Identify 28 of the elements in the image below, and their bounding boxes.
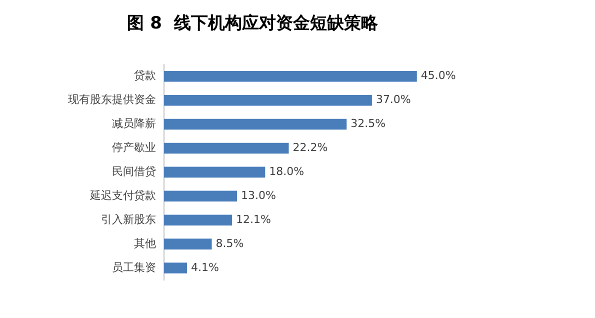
bar	[164, 166, 266, 178]
y-tick-label: 现有股东提供资金	[68, 93, 156, 106]
chart-title: 图 8 线下机构应对资金短缺策略	[127, 14, 379, 34]
data-label: 22.2%	[292, 141, 328, 154]
y-tick-label: 员工集资	[112, 260, 156, 274]
data-label: 45.0%	[420, 69, 456, 82]
y-tick-label: 停产歇业	[112, 141, 156, 154]
bar	[164, 262, 188, 274]
bar	[164, 142, 289, 154]
y-tick-label: 减员降薪	[112, 117, 156, 130]
data-label: 12.1%	[236, 212, 271, 226]
data-label: 13.0%	[241, 189, 276, 202]
y-tick-label: 其他	[134, 236, 156, 250]
y-tick-label: 贷款	[134, 69, 156, 82]
y-tick-label: 引入新股东	[101, 212, 156, 226]
data-label: 18.0%	[269, 165, 304, 178]
bar	[164, 214, 232, 226]
bar	[164, 70, 417, 82]
data-label: 8.5%	[216, 236, 244, 250]
data-label: 4.1%	[191, 260, 219, 274]
bar	[164, 118, 347, 130]
y-tick-label: 延迟支付贷款	[89, 189, 156, 202]
y-tick-label: 民间借贷	[112, 165, 156, 178]
data-label: 37.0%	[376, 93, 411, 106]
bar	[164, 94, 372, 106]
bar	[164, 238, 212, 250]
bar	[164, 190, 238, 202]
data-label: 32.5%	[350, 117, 386, 130]
